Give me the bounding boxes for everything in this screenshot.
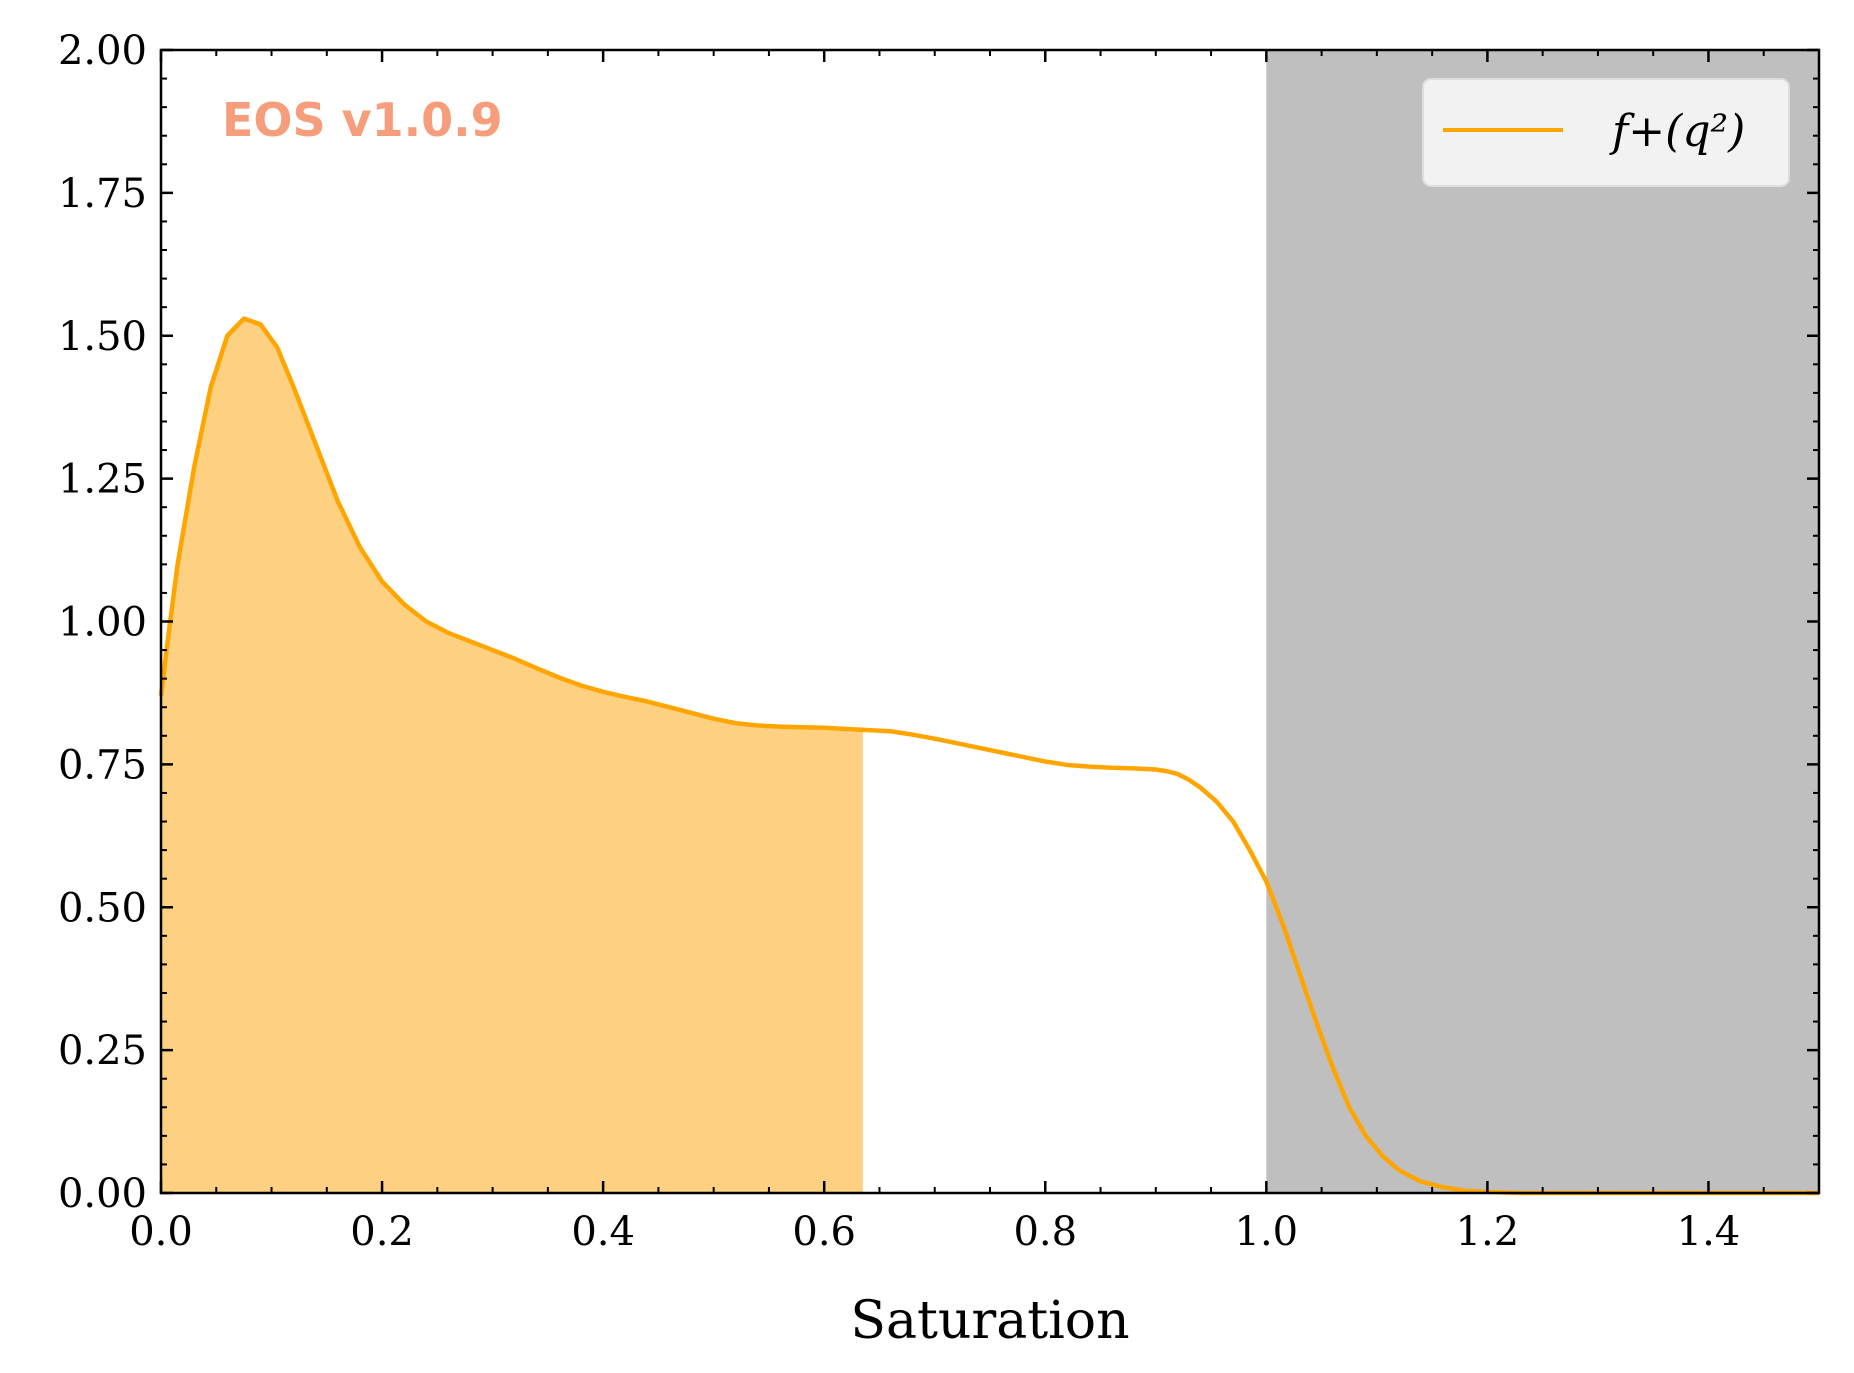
watermark: EOS v1.0.9 bbox=[222, 93, 503, 147]
shaded-regions bbox=[161, 50, 1819, 1194]
y-tick-label: 1.00 bbox=[58, 600, 147, 646]
x-tick-label: 0.4 bbox=[571, 1209, 635, 1255]
y-tick-label: 2.00 bbox=[58, 28, 147, 74]
x-tick-label: 0.8 bbox=[1013, 1209, 1077, 1255]
legend: f+(q²) bbox=[1422, 78, 1790, 187]
series-line-f-plus bbox=[158, 316, 1819, 1196]
y-tick-label: 0.75 bbox=[58, 742, 147, 788]
x-tick-label: 0.6 bbox=[792, 1209, 856, 1255]
x-tick-labels: 0.0 0.2 0.4 0.6 0.8 1.0 1.2 1.4 bbox=[129, 1209, 1740, 1255]
x-axis-title: Saturation bbox=[850, 1291, 1129, 1351]
y-tick-label: 1.75 bbox=[58, 171, 147, 217]
y-tick-label: 0.25 bbox=[58, 1028, 147, 1074]
y-tick-label: 1.25 bbox=[58, 457, 147, 503]
y-tick-label: 1.50 bbox=[58, 314, 147, 360]
legend-entry: f+(q²) bbox=[1609, 106, 1745, 157]
x-tick-label: 0.0 bbox=[129, 1209, 193, 1255]
y-tick-label: 0.00 bbox=[58, 1171, 147, 1217]
y-tick-labels: 0.00 0.25 0.50 0.75 1.00 1.25 1.50 1.75 2.00 bbox=[58, 28, 147, 1217]
shaded-area-under-curve bbox=[161, 318, 863, 1194]
shaded-band bbox=[1266, 50, 1819, 1193]
x-tick-label: 0.2 bbox=[350, 1209, 414, 1255]
y-tick-label: 0.50 bbox=[58, 885, 147, 931]
series-layer bbox=[158, 316, 1819, 1196]
x-tick-label: 1.0 bbox=[1235, 1209, 1299, 1255]
x-tick-label: 1.2 bbox=[1456, 1209, 1520, 1255]
axis-ticks bbox=[159, 48, 1820, 1195]
legend-box bbox=[1422, 78, 1790, 187]
x-tick-label: 1.4 bbox=[1677, 1209, 1741, 1255]
